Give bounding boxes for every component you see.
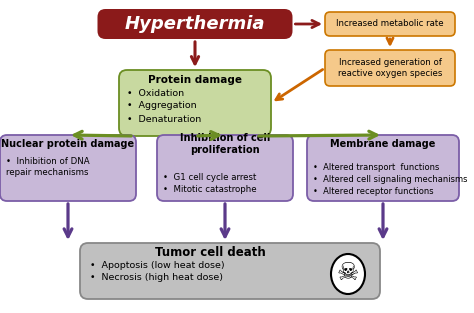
Text: Increased generation of
reactive oxygen species: Increased generation of reactive oxygen … xyxy=(338,58,442,78)
Text: •  G1 cell cycle arrest: • G1 cell cycle arrest xyxy=(163,173,256,182)
Text: •  Aggregation: • Aggregation xyxy=(127,101,197,110)
Text: Hyperthermia: Hyperthermia xyxy=(125,15,265,33)
Text: Protein damage: Protein damage xyxy=(148,75,242,85)
FancyBboxPatch shape xyxy=(80,243,380,299)
FancyBboxPatch shape xyxy=(0,135,136,201)
Ellipse shape xyxy=(331,254,365,294)
FancyBboxPatch shape xyxy=(307,135,459,201)
FancyBboxPatch shape xyxy=(325,12,455,36)
Text: •  Mitotic catastrophe: • Mitotic catastrophe xyxy=(163,186,256,194)
FancyBboxPatch shape xyxy=(98,9,292,39)
Text: •  Denaturation: • Denaturation xyxy=(127,115,201,124)
FancyBboxPatch shape xyxy=(119,70,271,136)
Text: •  Inhibition of DNA
repair mechanisms: • Inhibition of DNA repair mechanisms xyxy=(6,157,90,177)
Text: Nuclear protein damage: Nuclear protein damage xyxy=(1,139,135,149)
Text: Inhibition of cell
proliferation: Inhibition of cell proliferation xyxy=(180,133,270,155)
FancyBboxPatch shape xyxy=(157,135,293,201)
Text: Membrane damage: Membrane damage xyxy=(330,139,436,149)
Text: Increased metabolic rate: Increased metabolic rate xyxy=(336,19,444,28)
Text: •  Altered cell signaling mechanisms: • Altered cell signaling mechanisms xyxy=(313,175,467,183)
Text: ☠: ☠ xyxy=(337,261,359,285)
Text: Tumor cell death: Tumor cell death xyxy=(155,247,265,259)
Text: •  Oxidation: • Oxidation xyxy=(127,89,184,98)
Text: •  Necrosis (high heat dose): • Necrosis (high heat dose) xyxy=(90,274,223,283)
Text: •  Altered transport  functions: • Altered transport functions xyxy=(313,162,439,172)
Text: •  Apoptosis (low heat dose): • Apoptosis (low heat dose) xyxy=(90,260,225,269)
FancyBboxPatch shape xyxy=(325,50,455,86)
Text: •  Altered receptor functions: • Altered receptor functions xyxy=(313,187,434,196)
